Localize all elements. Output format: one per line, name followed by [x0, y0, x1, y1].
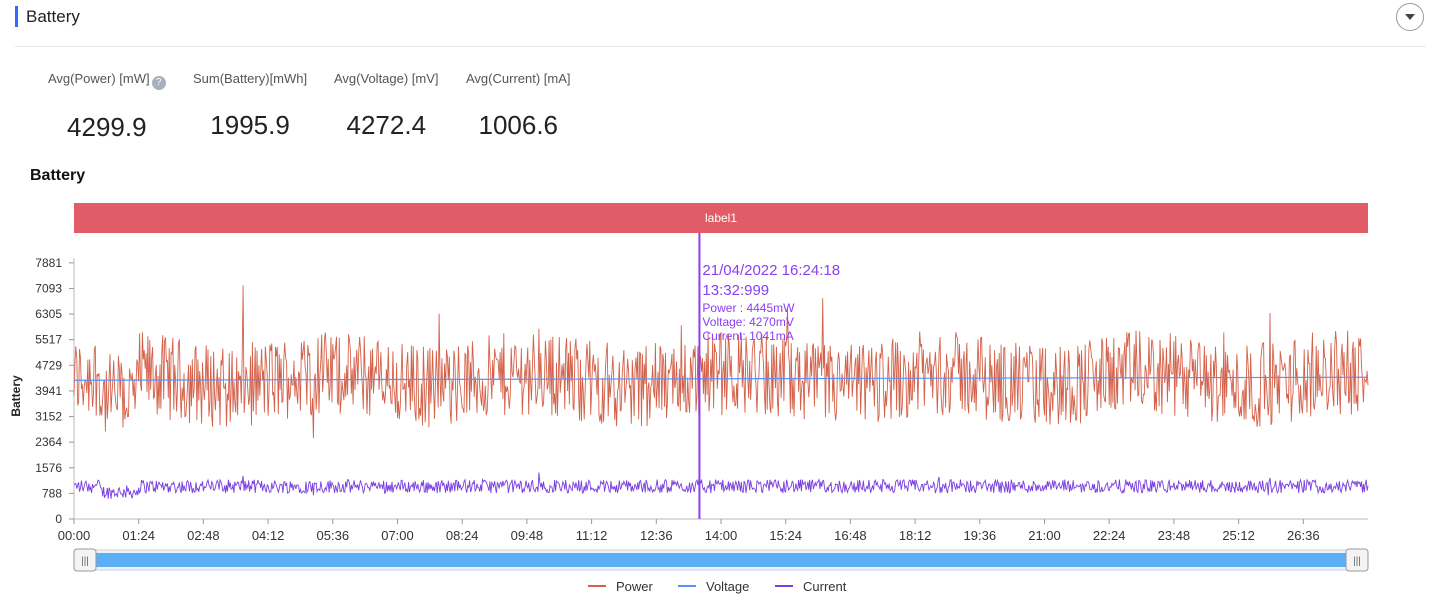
grip-icon: ||| [1353, 556, 1361, 567]
x-tick-label: 14:00 [705, 528, 738, 543]
x-tick-label: 09:48 [511, 528, 544, 543]
x-tick-label: 26:36 [1287, 528, 1320, 543]
x-tick-label: 08:24 [446, 528, 479, 543]
legend-item-label[interactable]: Current [803, 579, 847, 594]
y-tick-label: 6305 [35, 307, 62, 321]
x-tick-label: 15:24 [769, 528, 802, 543]
stat-avg-current: Avg(Current) [mA] 1006.6 [466, 70, 571, 141]
stat-label: Sum(Battery)[mWh] [193, 71, 308, 86]
voltage-series-line [73, 376, 1369, 381]
current-series-line [73, 472, 1369, 499]
y-tick-label: 4729 [35, 358, 62, 372]
power-series-line [73, 285, 1369, 439]
stat-value: 1995.9 [210, 110, 290, 140]
y-tick-label: 788 [42, 486, 62, 500]
stat-value: 4272.4 [346, 110, 427, 140]
y-tick-label: 7093 [35, 281, 62, 295]
help-icon[interactable]: ? [151, 76, 166, 90]
x-tick-label: 21:00 [1028, 528, 1061, 543]
stat-avg-power: Avg(Power) [mW]? 4299.9 [48, 70, 166, 143]
stat-label: Avg(Power) [mW]? [48, 70, 166, 90]
stat-label: Avg(Voltage) [mV] [334, 71, 439, 86]
x-tick-label: 07:00 [381, 528, 414, 543]
x-tick-label: 22:24 [1093, 528, 1126, 543]
tooltip-value: Power : 4445mW [702, 301, 795, 315]
battery-chart[interactable]: label1 0 788 1576 2364 3152 3941 4729 5517 6305 70… [0, 195, 1440, 606]
tooltip-datetime: 21/04/2022 16:24:18 [702, 262, 840, 279]
x-tick-label: 11:12 [576, 528, 608, 543]
x-tick-label: 02:48 [187, 528, 220, 543]
label-band [74, 203, 1368, 233]
stat-label: Avg(Current) [mA] [466, 71, 571, 86]
x-tick-label: 00:00 [58, 528, 91, 543]
grip-icon: ||| [81, 556, 89, 567]
y-tick-label: 3152 [35, 410, 62, 424]
section-header: Battery [15, 0, 1426, 47]
y-tick-label: 3941 [35, 384, 62, 398]
x-tick-label: 19:36 [964, 528, 997, 543]
label-band-text: label1 [705, 211, 737, 225]
y-axis-label: Battery [9, 375, 23, 417]
x-tick-label: 04:12 [252, 528, 285, 543]
chart-title: Battery [30, 167, 86, 184]
legend-item-label[interactable]: Power [616, 579, 654, 594]
stat-value: 1006.6 [478, 110, 559, 140]
zoom-slider-handle-right[interactable] [1345, 548, 1369, 572]
zoom-slider-range [84, 553, 1358, 567]
chevron-down-icon [1405, 14, 1415, 20]
stat-avg-voltage: Avg(Voltage) [mV] 4272.4 [334, 70, 439, 141]
x-tick-label: 23:48 [1158, 528, 1191, 543]
stat-value: 4299.9 [67, 112, 147, 142]
x-tick-label: 18:12 [899, 528, 932, 543]
tooltip-value: Current: 1041mA [702, 329, 793, 343]
zoom-slider-handle-left[interactable] [73, 548, 97, 572]
x-tick-label: 01:24 [122, 528, 155, 543]
y-tick-label: 1576 [35, 461, 62, 475]
tooltip-time: 13:32:999 [702, 282, 769, 299]
x-tick-label: 05:36 [317, 528, 350, 543]
y-tick-label: 0 [55, 512, 62, 526]
x-tick-label: 16:48 [834, 528, 867, 543]
y-tick-label: 2364 [35, 435, 62, 449]
header-accent-bar [15, 6, 18, 27]
header-title: Battery [26, 7, 80, 26]
y-tick-label: 5517 [35, 333, 62, 347]
legend-item-label[interactable]: Voltage [706, 579, 749, 594]
x-tick-label: 12:36 [640, 528, 673, 543]
stat-sum-battery: Sum(Battery)[mWh] 1995.9 [193, 70, 307, 141]
tooltip-value: Voltage: 4270mV [702, 315, 793, 329]
x-tick-label: 25:12 [1222, 528, 1255, 543]
collapse-button[interactable] [1396, 3, 1424, 31]
y-tick-label: 7881 [35, 256, 62, 270]
